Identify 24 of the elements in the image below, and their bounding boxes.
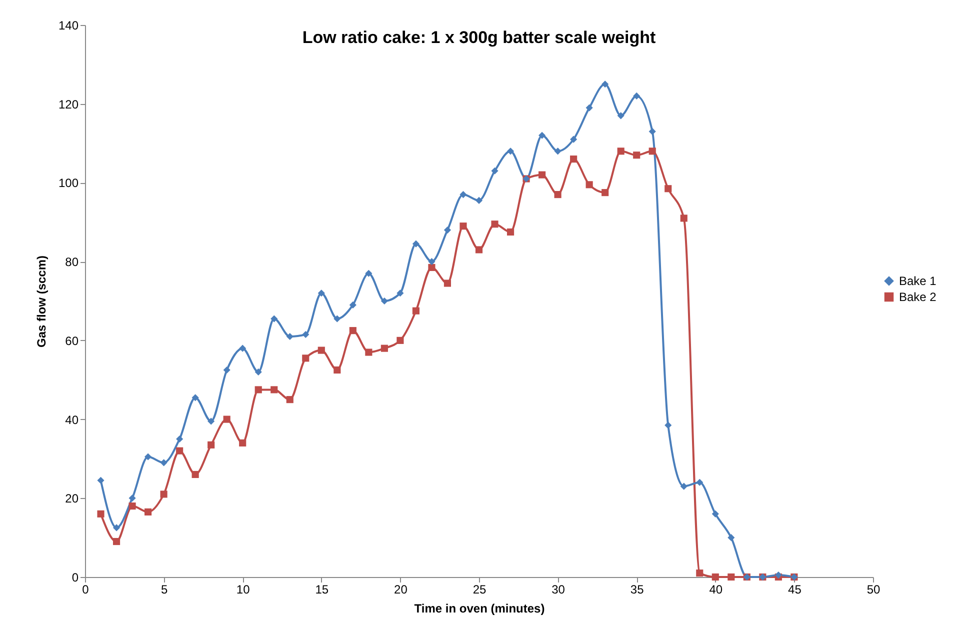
- x-tick-label: 0: [82, 582, 90, 596]
- x-tick-label: 20: [394, 582, 408, 596]
- y-tick-label: 120: [58, 97, 79, 112]
- y-tick-label: 80: [65, 255, 79, 270]
- x-tick-label: 45: [788, 582, 802, 596]
- y-tick-label: 60: [65, 334, 79, 348]
- y-axis-title: Gas flow (sccm): [34, 255, 48, 348]
- legend-label: Bake 2: [899, 290, 937, 304]
- x-tick-label: 10: [236, 582, 250, 596]
- x-axis-title: Time in oven (minutes): [414, 602, 545, 616]
- x-tick-label: 15: [315, 582, 329, 596]
- y-tick-label: 100: [58, 176, 79, 190]
- x-tick-label: 30: [552, 582, 566, 596]
- y-tick-label: 0: [72, 570, 79, 584]
- x-tick-label: 25: [472, 582, 486, 596]
- chart-title: Low ratio cake: 1 x 300g batter scale weight: [302, 28, 656, 47]
- y-tick-label: 20: [65, 492, 79, 506]
- x-tick-label: 40: [709, 582, 723, 596]
- y-tick-label: 140: [58, 18, 79, 32]
- x-tick-label: 5: [160, 582, 168, 596]
- x-tick-label: 35: [630, 582, 644, 596]
- legend-label: Bake 1: [899, 274, 937, 288]
- x-tick-label: 50: [866, 582, 880, 596]
- y-tick-label: 40: [65, 412, 79, 427]
